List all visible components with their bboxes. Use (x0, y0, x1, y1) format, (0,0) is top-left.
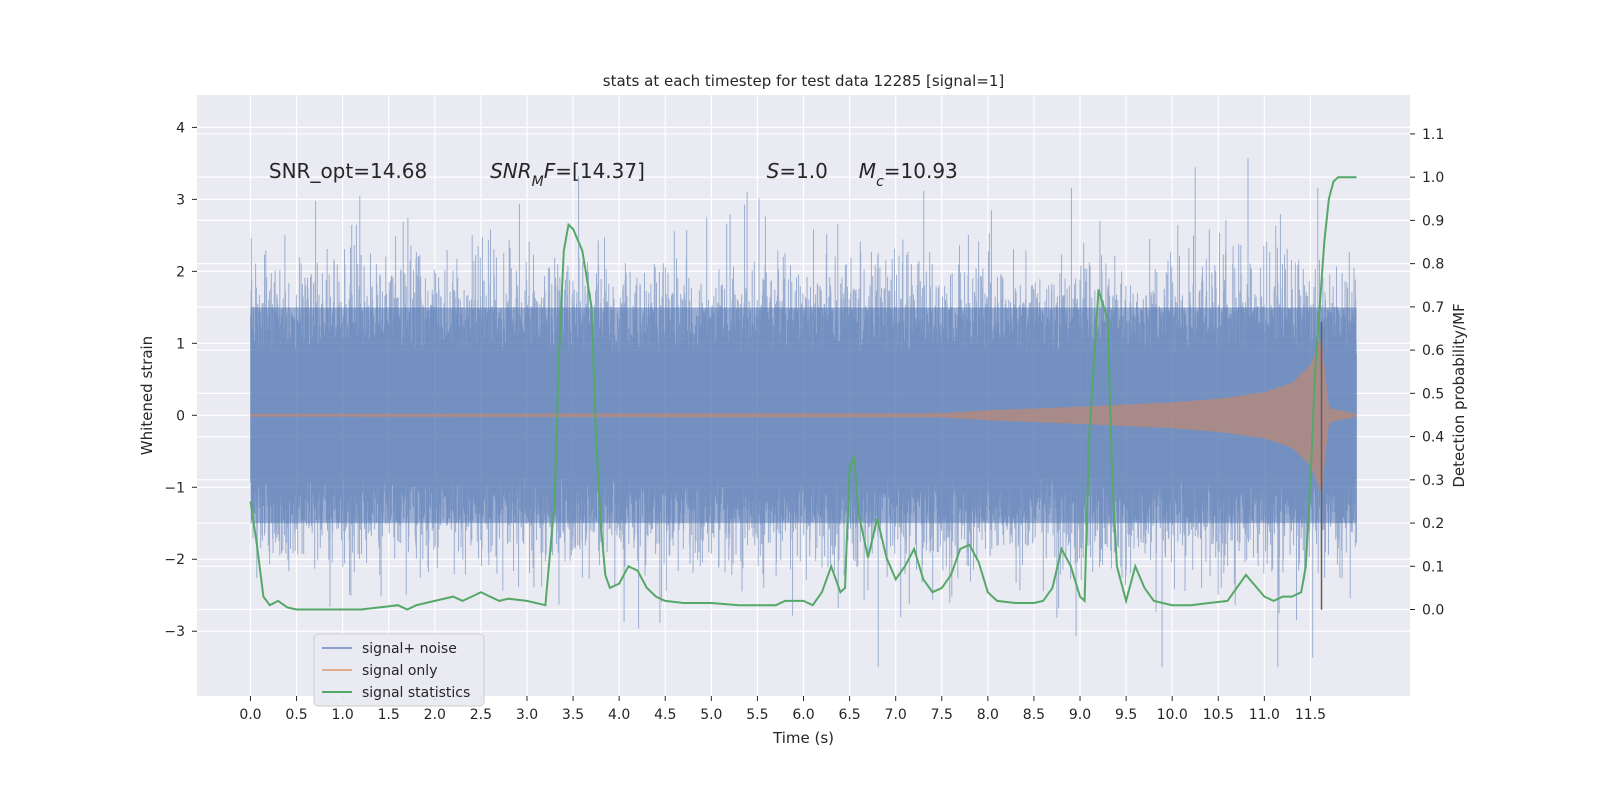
statistics-line (249, 176, 1357, 611)
annotation: S=1.0 (767, 159, 828, 183)
x-tick-label: 1.5 (378, 707, 400, 723)
chirp-envelope (250, 338, 1357, 493)
x-tick-label: 9.0 (1069, 707, 1091, 723)
x-tick-label: 1.0 (332, 707, 354, 723)
series-signal-only (250, 321, 1357, 610)
y-axis-left-ticks: −3 −2 −1 0 1 2 3 4 (164, 120, 197, 640)
x-axis-label: Time (s) (772, 729, 834, 747)
annotation-part: SNR_opt=14.68 (269, 159, 427, 183)
annotation: Mc=10.93 (859, 159, 958, 190)
legend-label-signal-only: signal only (362, 663, 437, 679)
legend-label-signal-statistics: signal statistics (362, 685, 470, 701)
x-tick-label: 0.0 (239, 707, 261, 723)
legend-box (313, 633, 485, 707)
y-right-tick-label: 0.6 (1422, 343, 1444, 359)
x-tick-label: 0.5 (285, 707, 307, 723)
x-axis-ticks: 0.0 0.5 1.0 1.5 2.0 2.5 3.0 3.5 4.0 4.5 5.0 5.5 6.0 6… (239, 696, 1326, 723)
series-signal-statistics (249, 176, 1357, 611)
y-right-tick-label: 0.2 (1422, 516, 1444, 532)
x-tick-label: 2.0 (424, 707, 446, 723)
y-axis-left-label: Whitened strain (138, 336, 156, 455)
y-axis-right-ticks: 0.0 0.1 0.2 0.3 0.4 0.5 0.6 0.7 0.8 0.9 1.0 1.1 (1410, 127, 1444, 619)
x-tick-label: 3.0 (516, 707, 538, 723)
annotation-part: F (544, 159, 556, 183)
x-tick-label: 5.5 (746, 707, 768, 723)
x-tick-label: 9.5 (1115, 707, 1137, 723)
y-tick-label: 1 (176, 336, 185, 352)
annotation: SNRMF=[14.37] (490, 159, 645, 190)
y-tick-label: 3 (176, 192, 185, 208)
chart-title: stats at each timestep for test data 122… (603, 72, 1004, 90)
annotation-part: M (532, 174, 544, 190)
x-tick-label: 7.5 (931, 707, 953, 723)
x-tick-label: 10.0 (1157, 707, 1188, 723)
annotation-part: =[14.37] (555, 159, 645, 183)
y-tick-label: −3 (164, 624, 185, 640)
legend: signal+ noise signal only signal statist… (313, 633, 485, 707)
y-right-tick-label: 0.3 (1422, 473, 1444, 489)
legend-label-signal-plus-noise: signal+ noise (362, 641, 457, 657)
x-tick-label: 4.0 (608, 707, 630, 723)
y-right-tick-label: 0.1 (1422, 559, 1444, 575)
y-right-tick-label: 0.4 (1422, 430, 1444, 446)
x-tick-label: 5.0 (700, 707, 722, 723)
x-tick-label: 3.5 (562, 707, 584, 723)
y-tick-label: −1 (164, 480, 185, 496)
x-tick-label: 10.5 (1203, 707, 1234, 723)
annotation-part: M (859, 159, 876, 183)
annotations: SNR_opt=14.68 SNRMF=[14.37] S=1.0 Mc=10.93 (269, 159, 958, 190)
x-tick-label: 8.5 (1023, 707, 1045, 723)
y-tick-label: 0 (176, 408, 185, 424)
y-tick-label: 2 (176, 264, 185, 280)
annotation: SNR_opt=14.68 (269, 159, 427, 183)
x-tick-label: 11.5 (1295, 707, 1326, 723)
x-tick-label: 8.0 (977, 707, 999, 723)
x-tick-label: 11.0 (1249, 707, 1280, 723)
annotation-part: c (876, 174, 884, 190)
annotation-part: S (767, 159, 780, 183)
annotation-part: =10.93 (884, 159, 958, 183)
y-right-tick-label: 0.8 (1422, 257, 1444, 273)
y-right-tick-label: 0.7 (1422, 300, 1444, 316)
y-axis-right-label: Detection probability/MF (1450, 303, 1468, 487)
x-tick-label: 7.0 (885, 707, 907, 723)
y-right-tick-label: 0.0 (1422, 603, 1444, 619)
y-right-tick-label: 1.0 (1422, 170, 1444, 186)
annotation-part: =1.0 (779, 159, 828, 183)
annotation-part: SNR (490, 159, 532, 183)
y-tick-label: −2 (164, 552, 185, 568)
y-right-tick-label: 0.9 (1422, 213, 1444, 229)
y-right-tick-label: 1.1 (1422, 127, 1444, 143)
y-right-tick-label: 0.5 (1422, 386, 1444, 402)
x-tick-label: 6.5 (838, 707, 860, 723)
x-tick-label: 2.5 (470, 707, 492, 723)
x-tick-label: 4.5 (654, 707, 676, 723)
x-tick-label: 6.0 (792, 707, 814, 723)
y-tick-label: 4 (176, 120, 185, 136)
